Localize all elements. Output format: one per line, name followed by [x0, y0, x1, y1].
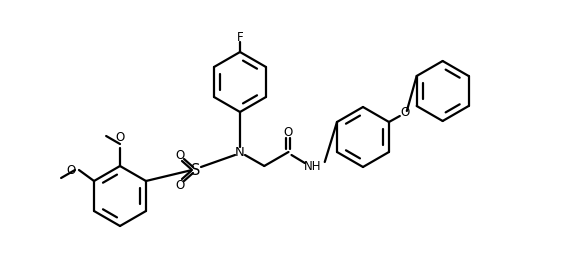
- Text: N: N: [235, 145, 245, 158]
- Text: F: F: [237, 31, 243, 43]
- Text: O: O: [400, 105, 410, 118]
- Text: O: O: [175, 148, 185, 162]
- Text: NH: NH: [304, 160, 321, 173]
- Text: O: O: [67, 163, 76, 177]
- Text: O: O: [115, 131, 125, 144]
- Text: O: O: [284, 125, 293, 138]
- Text: O: O: [175, 178, 185, 192]
- Text: S: S: [191, 163, 201, 177]
